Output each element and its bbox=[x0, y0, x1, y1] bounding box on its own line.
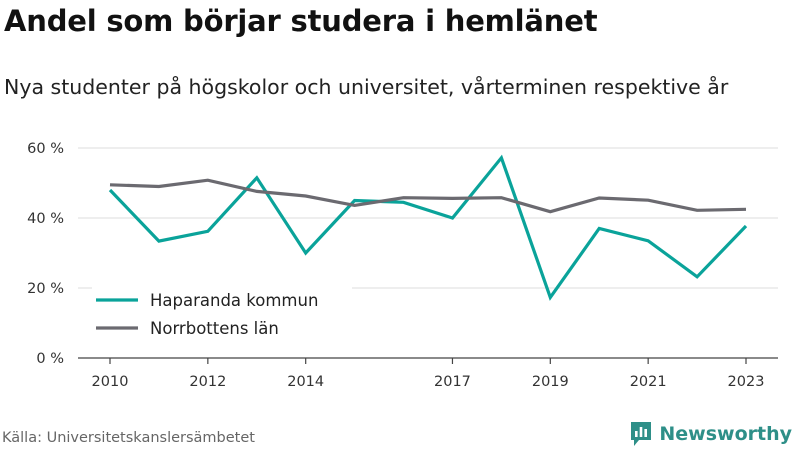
series-line-haparanda-kommun bbox=[108, 154, 748, 301]
y-tick-label: 60 % bbox=[27, 141, 64, 157]
x-tick-label: 2023 bbox=[728, 374, 765, 390]
y-tick-label: 20 % bbox=[27, 281, 64, 297]
chart-subtitle: Nya studenter på högskolor och universit… bbox=[4, 75, 729, 99]
series-line-norrbottens-lan bbox=[109, 178, 747, 214]
x-axis: 2010 2012 2014 2017 2019 2021 2023 bbox=[78, 357, 778, 390]
legend-label: Norrbottens län bbox=[150, 319, 279, 338]
y-axis: 0 % 20 % 40 % 60 % bbox=[27, 141, 64, 367]
brand-logo: Newsworthy bbox=[629, 419, 792, 449]
x-tick-label: 2010 bbox=[92, 374, 129, 390]
x-tick-label: 2012 bbox=[189, 374, 226, 390]
legend-background bbox=[92, 285, 352, 343]
x-tick-label: 2019 bbox=[532, 374, 569, 390]
grid bbox=[78, 147, 778, 289]
legend-label: Haparanda kommun bbox=[150, 291, 318, 310]
x-tick-label: 2014 bbox=[287, 374, 324, 390]
chart-title: Andel som börjar studera i hemlänet bbox=[4, 4, 598, 38]
brand-name: Newsworthy bbox=[659, 423, 792, 445]
y-tick-label: 40 % bbox=[27, 211, 64, 227]
x-tick-label: 2021 bbox=[630, 374, 667, 390]
series-lines bbox=[108, 154, 748, 301]
line-chart: 0 % 20 % 40 % 60 % 2010 2012 2014 2017 2019 2021… bbox=[27, 141, 778, 390]
bar-chart-logo-icon bbox=[631, 422, 652, 446]
source-note: Källa: Universitetskanslersämbetet bbox=[2, 430, 255, 446]
legend: Haparanda kommun Norrbottens län bbox=[92, 285, 352, 343]
x-tick-label: 2017 bbox=[434, 374, 471, 390]
y-tick-label: 0 % bbox=[36, 351, 64, 367]
